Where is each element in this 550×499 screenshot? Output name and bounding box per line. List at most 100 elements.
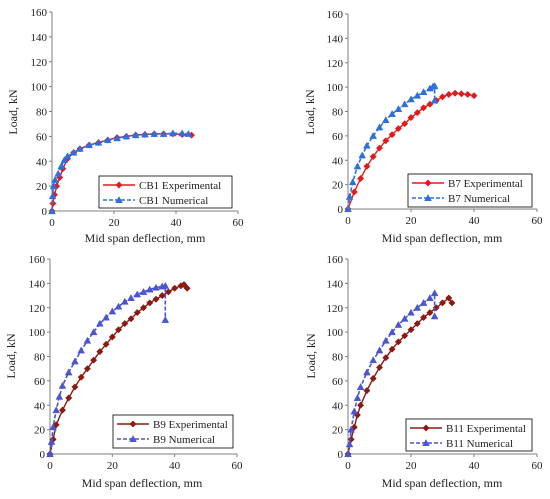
chart-series-b11 (344, 289, 456, 458)
legend-marker (422, 424, 430, 432)
data-point (60, 156, 69, 163)
data-point (145, 285, 154, 293)
y-tick-label: 0 (338, 204, 344, 216)
legend-label-numerical: B9 Numerical (153, 434, 215, 446)
x-axis-title: Mid span deflection, mm (382, 476, 503, 490)
data-point (114, 302, 123, 310)
y-axis-title: Load, kN (303, 89, 317, 135)
chart-axes-b9: 0 20 40 60 80 100 120 140 160 0 20 40 60 (29, 254, 244, 472)
data-point (438, 299, 447, 307)
data-point (400, 314, 409, 322)
chart-series-cb1 (48, 129, 196, 215)
chart-series-b7 (344, 81, 478, 213)
data-point (89, 328, 98, 336)
data-point (381, 336, 390, 344)
chart-panel-b9: 0 20 40 60 80 100 120 140 160 0 20 40 60 Load, kN Mi… (4, 254, 243, 490)
data-point (164, 288, 172, 296)
data-point (401, 332, 409, 340)
x-tick-label: 20 (406, 215, 418, 227)
legend-label-experimental: B7 Experimental (448, 178, 523, 190)
series-numerical (46, 281, 170, 457)
legend-swatch-numerical (117, 435, 149, 442)
data-point (457, 90, 465, 98)
data-point (420, 313, 428, 322)
data-point (420, 104, 428, 112)
series-numerical (344, 81, 439, 212)
data-point (63, 152, 72, 160)
data-point (470, 92, 478, 100)
y-tick-label: 140 (31, 32, 48, 44)
legend-box (407, 173, 533, 208)
y-tick-label: 120 (31, 57, 48, 69)
y-tick-label: 40 (34, 400, 46, 412)
y-tick-label: 60 (332, 376, 344, 388)
x-tick-label: 40 (169, 460, 181, 472)
data-point (133, 290, 142, 298)
data-point (445, 90, 453, 98)
data-point (350, 188, 358, 196)
x-tick-label: 20 (406, 460, 418, 472)
legend-marker (129, 420, 137, 428)
y-tick-label: 140 (327, 33, 344, 45)
data-point (171, 284, 179, 292)
data-point (347, 425, 355, 433)
data-point (356, 383, 365, 390)
data-point (345, 440, 354, 448)
y-tick-label: 20 (332, 425, 344, 437)
x-axis-title: Mid span deflection, mm (85, 231, 206, 245)
data-point (419, 298, 428, 306)
x-tick-label: 0 (49, 217, 55, 229)
data-point (139, 304, 148, 312)
data-point (375, 346, 384, 354)
data-point (65, 394, 73, 402)
data-point (363, 141, 371, 149)
data-point (51, 175, 59, 183)
legend-label-numerical: CB1 Numerical (139, 195, 208, 207)
y-tick-label: 120 (327, 303, 344, 315)
x-tick-label: 0 (47, 460, 53, 472)
data-point (438, 93, 447, 101)
data-point (152, 295, 160, 303)
data-point (121, 320, 129, 328)
y-tick-label: 140 (29, 278, 46, 290)
chart-panel-b7: 0 20 40 60 80 100 120 140 160 0 20 40 60 Load, kN Mi… (303, 9, 543, 245)
legend-label-experimental: B11 Experimental (446, 423, 526, 435)
legend-swatch-experimental (103, 181, 135, 189)
legend: CB1 Experimental CB1 Numerical (98, 175, 233, 209)
chart-axes-b7: 0 20 40 60 80 100 120 140 160 0 20 40 60 (327, 9, 544, 227)
data-point (388, 328, 396, 336)
y-tick-label: 60 (34, 376, 46, 388)
y-tick-label: 160 (327, 9, 344, 21)
x-axis-title: Mid span deflection, mm (82, 476, 203, 490)
data-point (113, 134, 121, 142)
legend-swatch-experimental (412, 179, 444, 187)
data-point (131, 131, 140, 139)
data-point (57, 162, 66, 170)
data-point (344, 450, 352, 457)
data-point (108, 307, 117, 315)
data-point (363, 368, 371, 376)
data-point (448, 299, 456, 307)
data-point (375, 144, 384, 152)
series-line (51, 132, 189, 212)
data-point (71, 357, 79, 365)
y-tick-label: 20 (332, 180, 344, 192)
x-tick-label: 60 (233, 217, 245, 229)
x-tick-label: 0 (345, 460, 351, 472)
chart-panel-cb1: 0 20 40 60 80 100 120 140 160 0 20 40 60 Load, kN Mi… (6, 7, 244, 245)
data-point (122, 132, 131, 140)
y-tick-label: 100 (327, 82, 344, 94)
data-point (369, 131, 378, 139)
data-point (71, 383, 79, 391)
data-point (184, 129, 193, 137)
data-point (77, 346, 85, 354)
legend-label-experimental: B9 Experimental (153, 419, 228, 431)
data-point (388, 345, 396, 353)
x-tick-label: 60 (532, 460, 544, 472)
data-point (369, 153, 377, 161)
data-point (388, 131, 396, 139)
data-point (382, 354, 390, 362)
x-tick-label: 60 (532, 215, 544, 227)
data-point (369, 374, 377, 382)
data-point (47, 437, 56, 445)
